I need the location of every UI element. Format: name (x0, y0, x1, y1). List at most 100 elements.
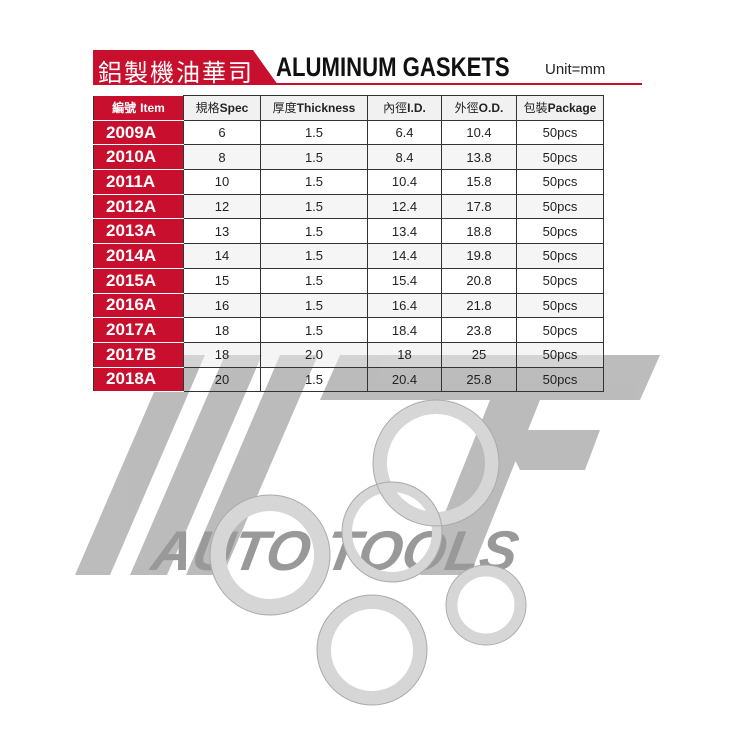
table-row: 2014A 14 1.5 14.4 19.8 50pcs (93, 243, 604, 269)
table-row: 2012A 12 1.5 12.4 17.8 50pcs (93, 193, 604, 220)
table-cell: 19.8 (441, 243, 517, 269)
title-underline (270, 83, 642, 85)
table-cell: 18 (367, 341, 442, 368)
table-cell: 10.4 (367, 169, 442, 195)
header-en: O.D. (478, 101, 504, 116)
header-cn: 包裝 (523, 101, 548, 116)
header-en: Package (547, 101, 597, 116)
column-header: 內徑I.D. (367, 95, 442, 121)
table-cell: 20 (183, 366, 261, 393)
table-cell: 13.4 (367, 218, 442, 245)
column-header: 厚度Thickness (260, 95, 368, 121)
item-code: 2018A (93, 366, 184, 393)
table-cell: 1.5 (260, 267, 368, 294)
item-code: 2012A (93, 193, 184, 220)
item-code: 2015A (93, 267, 184, 294)
item-code: 2017B (93, 341, 184, 368)
table-row: 2016A 16 1.5 16.4 21.8 50pcs (93, 292, 604, 319)
table-cell: 15.8 (441, 169, 517, 195)
table-cell: 12.4 (367, 193, 442, 220)
table-cell: 1.5 (260, 119, 368, 146)
table-row: 2015A 15 1.5 15.4 20.8 50pcs (93, 267, 604, 294)
table-cell: 1.5 (260, 317, 368, 343)
table-row: 2011A 10 1.5 10.4 15.8 50pcs (93, 169, 604, 195)
table-cell: 18.4 (367, 317, 442, 343)
table-row: 2009A 6 1.5 6.4 10.4 50pcs (93, 119, 604, 146)
table-cell: 50pcs (516, 144, 604, 171)
header-en: Spec (219, 101, 249, 116)
table-cell: 50pcs (516, 317, 604, 343)
table-cell: 20.8 (441, 267, 517, 294)
table-cell: 15 (183, 267, 261, 294)
table-cell: 17.8 (441, 193, 517, 220)
header-cn: 內徑 (383, 101, 408, 116)
table-cell: 20.4 (367, 366, 442, 393)
table-row: 2013A 13 1.5 13.4 18.8 50pcs (93, 218, 604, 245)
table-row: 2017B 18 2.0 18 25 50pcs (93, 341, 604, 368)
table-cell: 12 (183, 193, 261, 220)
table-cell: 50pcs (516, 243, 604, 269)
table-cell: 1.5 (260, 193, 368, 220)
item-code: 2014A (93, 243, 184, 269)
table-cell: 6 (183, 119, 261, 146)
unit-label: Unit=mm (545, 61, 606, 78)
table-cell: 21.8 (441, 292, 517, 319)
table-cell: 50pcs (516, 119, 604, 146)
table-cell: 23.8 (441, 317, 517, 343)
title-band (93, 50, 278, 85)
table-cell: 18.8 (441, 218, 517, 245)
header-cn: 厚度 (272, 101, 297, 116)
table-cell: 16 (183, 292, 261, 319)
watermark-tagline: AUTO TOOLS (145, 519, 523, 582)
table-row: 2010A 8 1.5 8.4 13.8 50pcs (93, 144, 604, 171)
column-header: 規格Spec (183, 95, 261, 121)
item-code: 2011A (93, 169, 184, 195)
item-code: 2009A (93, 119, 184, 146)
table-cell: 16.4 (367, 292, 442, 319)
table-cell: 13 (183, 218, 261, 245)
spec-table: 編號 Item 規格Spec 厚度Thickness 內徑I.D. 外徑O.D. 包裝Pac… (93, 95, 604, 393)
table-cell: 25.8 (441, 366, 517, 393)
column-header: 包裝Package (516, 95, 604, 121)
table-cell: 14.4 (367, 243, 442, 269)
table-cell: 50pcs (516, 366, 604, 393)
table-cell: 6.4 (367, 119, 442, 146)
table-cell: 25 (441, 341, 517, 368)
table-cell: 1.5 (260, 218, 368, 245)
table-cell: 2.0 (260, 341, 368, 368)
table-cell: 1.5 (260, 243, 368, 269)
table-cell: 50pcs (516, 341, 604, 368)
table-cell: 1.5 (260, 292, 368, 319)
header-en: I.D. (407, 101, 426, 116)
item-code: 2010A (93, 144, 184, 171)
table-cell: 8 (183, 144, 261, 171)
title-chinese: 鋁製機油華司 (98, 60, 254, 87)
table-cell: 1.5 (260, 144, 368, 171)
table-cell: 50pcs (516, 292, 604, 319)
table-cell: 1.5 (260, 366, 368, 393)
table-row: 2018A 20 1.5 20.4 25.8 50pcs (93, 366, 604, 393)
table-cell: 50pcs (516, 218, 604, 245)
table-cell: 14 (183, 243, 261, 269)
table-row: 2017A 18 1.5 18.4 23.8 50pcs (93, 317, 604, 343)
header-en: Thickness (296, 101, 356, 116)
header-en: Item (140, 101, 165, 116)
column-header: 外徑O.D. (441, 95, 517, 121)
item-code: 2013A (93, 218, 184, 245)
table-cell: 50pcs (516, 169, 604, 195)
table-cell: 8.4 (367, 144, 442, 171)
item-code: 2016A (93, 292, 184, 319)
table-cell: 50pcs (516, 193, 604, 220)
table-cell: 18 (183, 341, 261, 368)
table-cell: 15.4 (367, 267, 442, 294)
item-code: 2017A (93, 317, 184, 343)
table-cell: 10 (183, 169, 261, 195)
title-english: ALUMINUM GASKETS (276, 52, 510, 82)
column-header: 編號 Item (93, 95, 184, 121)
table-cell: 1.5 (260, 169, 368, 195)
table-cell: 50pcs (516, 267, 604, 294)
header-cn: 規格 (195, 101, 220, 116)
table-cell: 10.4 (441, 119, 517, 146)
